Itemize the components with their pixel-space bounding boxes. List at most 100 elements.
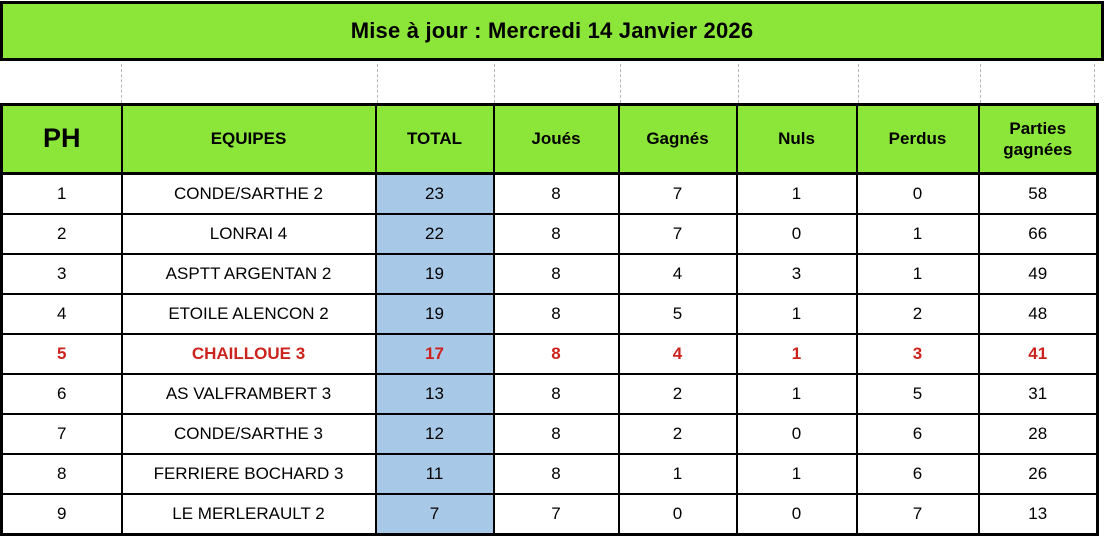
total-cell: 13: [374, 373, 495, 415]
nuls-cell: 1: [735, 293, 858, 335]
nuls-cell: 1: [735, 333, 858, 375]
perdus-cell: 2: [855, 293, 980, 335]
rank-cell: 7: [0, 413, 123, 455]
dashed-gridline: [738, 64, 739, 103]
team-cell: AS VALFRAMBERT 3: [120, 373, 377, 415]
perdus-cell: 0: [855, 172, 980, 215]
gagnes-cell: 0: [617, 493, 738, 536]
header-gagnes: Gagnés: [617, 103, 738, 175]
gagnes-cell: 4: [617, 253, 738, 295]
dashed-gridline: [377, 64, 378, 103]
header-row: PH EQUIPES TOTAL Joués Gagnés Nuls Perdu…: [0, 103, 1099, 175]
parties-gagnees-cell: 31: [977, 373, 1099, 415]
table-row: 1 CONDE/SARTHE 2 23 8 7 1 0 58: [0, 172, 1099, 215]
header-parties-gagnees: Parties gagnées: [977, 103, 1099, 175]
joues-cell: 7: [492, 493, 620, 536]
total-cell: 11: [374, 453, 495, 495]
perdus-cell: 5: [855, 373, 980, 415]
table-row: 5 CHAILLOUE 3 17 8 4 1 3 41: [0, 333, 1099, 375]
table-row: 8 FERRIERE BOCHARD 3 11 8 1 1 6 26: [0, 453, 1099, 495]
joues-cell: 8: [492, 172, 620, 215]
gagnes-cell: 7: [617, 172, 738, 215]
total-cell: 19: [374, 253, 495, 295]
dashed-gridline: [620, 64, 621, 103]
update-banner-text: Mise à jour : Mercredi 14 Janvier 2026: [350, 18, 754, 43]
total-cell: 22: [374, 213, 495, 255]
parties-gagnees-cell: 41: [977, 333, 1099, 375]
nuls-cell: 1: [735, 453, 858, 495]
joues-cell: 8: [492, 453, 620, 495]
team-cell: CONDE/SARTHE 2: [120, 172, 377, 215]
header-perdus: Perdus: [855, 103, 980, 175]
dashed-gridline: [1094, 64, 1095, 103]
rank-cell: 3: [0, 253, 123, 295]
rank-cell: 4: [0, 293, 123, 335]
gagnes-cell: 1: [617, 453, 738, 495]
joues-cell: 8: [492, 373, 620, 415]
dashed-gridline: [858, 64, 859, 103]
rank-cell: 8: [0, 453, 123, 495]
perdus-cell: 1: [855, 253, 980, 295]
joues-cell: 8: [492, 333, 620, 375]
rank-cell: 1: [0, 172, 123, 215]
table-row: 4 ETOILE ALENCON 2 19 8 5 1 2 48: [0, 293, 1099, 335]
header-joues: Joués: [492, 103, 620, 175]
update-banner: Mise à jour : Mercredi 14 Janvier 2026: [0, 1, 1104, 61]
total-cell: 23: [374, 172, 495, 215]
total-cell: 12: [374, 413, 495, 455]
perdus-cell: 1: [855, 213, 980, 255]
parties-gagnees-cell: 48: [977, 293, 1099, 335]
table-row: 7 CONDE/SARTHE 3 12 8 2 0 6 28: [0, 413, 1099, 455]
total-cell: 7: [374, 493, 495, 536]
nuls-cell: 3: [735, 253, 858, 295]
header-equipes: EQUIPES: [120, 103, 377, 175]
rank-cell: 9: [0, 493, 123, 536]
header-nuls: Nuls: [735, 103, 858, 175]
gagnes-cell: 2: [617, 373, 738, 415]
dashed-gridline: [121, 64, 122, 103]
table-row: 9 LE MERLERAULT 2 7 7 0 0 7 13: [0, 493, 1099, 536]
team-cell: LONRAI 4: [120, 213, 377, 255]
gagnes-cell: 7: [617, 213, 738, 255]
perdus-cell: 6: [855, 453, 980, 495]
header-total: TOTAL: [374, 103, 495, 175]
nuls-cell: 0: [735, 493, 858, 536]
team-cell: CONDE/SARTHE 3: [120, 413, 377, 455]
rank-cell: 2: [0, 213, 123, 255]
joues-cell: 8: [492, 253, 620, 295]
joues-cell: 8: [492, 413, 620, 455]
parties-gagnees-cell: 49: [977, 253, 1099, 295]
perdus-cell: 3: [855, 333, 980, 375]
gagnes-cell: 5: [617, 293, 738, 335]
table-row: 6 AS VALFRAMBERT 3 13 8 2 1 5 31: [0, 373, 1099, 415]
team-cell: ASPTT ARGENTAN 2: [120, 253, 377, 295]
nuls-cell: 0: [735, 213, 858, 255]
total-cell: 17: [374, 333, 495, 375]
total-cell: 19: [374, 293, 495, 335]
joues-cell: 8: [492, 293, 620, 335]
nuls-cell: 1: [735, 172, 858, 215]
dashed-gridline: [980, 64, 981, 103]
nuls-cell: 0: [735, 413, 858, 455]
team-cell: LE MERLERAULT 2: [120, 493, 377, 536]
team-cell: FERRIERE BOCHARD 3: [120, 453, 377, 495]
nuls-cell: 1: [735, 373, 858, 415]
header-ph: PH: [0, 103, 123, 175]
joues-cell: 8: [492, 213, 620, 255]
rank-cell: 6: [0, 373, 123, 415]
parties-gagnees-cell: 26: [977, 453, 1099, 495]
parties-gagnees-cell: 28: [977, 413, 1099, 455]
standings-table: PH EQUIPES TOTAL Joués Gagnés Nuls Perdu…: [0, 103, 1099, 536]
rank-cell: 5: [0, 333, 123, 375]
dashed-gridline: [494, 64, 495, 103]
table-row: 3 ASPTT ARGENTAN 2 19 8 4 3 1 49: [0, 253, 1099, 295]
team-cell: CHAILLOUE 3: [120, 333, 377, 375]
parties-gagnees-cell: 13: [977, 493, 1099, 536]
gagnes-cell: 4: [617, 333, 738, 375]
perdus-cell: 6: [855, 413, 980, 455]
gridline-gap: [0, 64, 1104, 103]
parties-gagnees-cell: 66: [977, 213, 1099, 255]
table-row: 2 LONRAI 4 22 8 7 0 1 66: [0, 213, 1099, 255]
perdus-cell: 7: [855, 493, 980, 536]
